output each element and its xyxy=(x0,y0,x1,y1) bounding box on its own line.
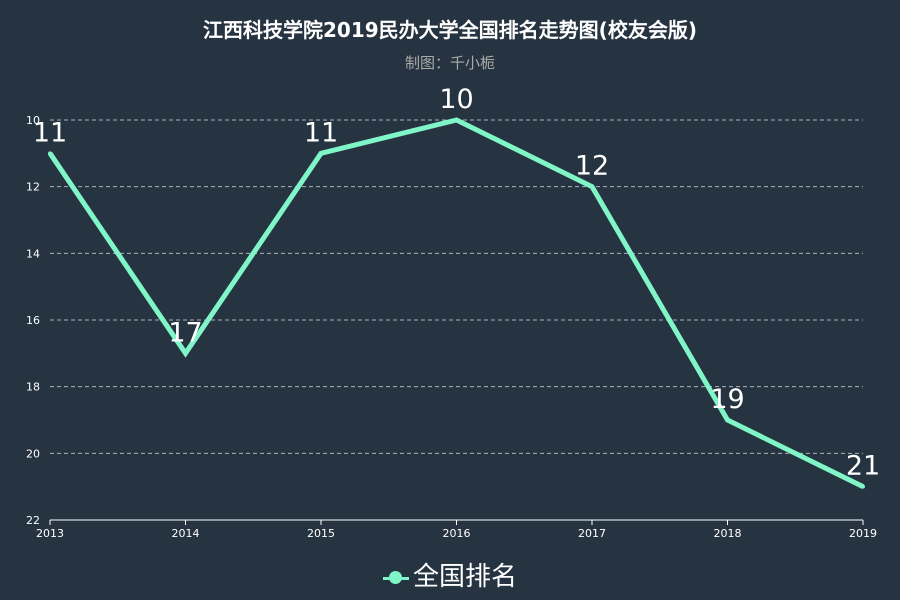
y-tick-label: 20 xyxy=(26,447,40,460)
x-tick-label: 2014 xyxy=(172,527,200,540)
series-line xyxy=(47,117,865,489)
y-tick-label: 14 xyxy=(26,247,40,260)
x-tick-label: 2016 xyxy=(443,527,471,540)
data-label: 12 xyxy=(575,151,609,182)
legend[interactable]: 全国排名 xyxy=(0,556,900,593)
y-tick-label: 12 xyxy=(26,181,40,194)
y-tick-label: 16 xyxy=(26,314,40,327)
x-tick-label: 2019 xyxy=(849,527,877,540)
data-point xyxy=(319,151,323,156)
data-label: 10 xyxy=(439,84,473,115)
data-label: 11 xyxy=(304,117,338,148)
x-tick-label: 2013 xyxy=(36,527,64,540)
series-group xyxy=(47,117,865,489)
data-point xyxy=(861,484,865,489)
data-point xyxy=(454,118,459,122)
data-label: 17 xyxy=(168,317,202,348)
data-label: 21 xyxy=(846,451,880,482)
y-tick-label: 18 xyxy=(26,381,40,394)
data-point xyxy=(725,418,730,422)
data-labels: 11 17 11 10 12 19 21 xyxy=(33,84,880,482)
y-tick-label: 10 xyxy=(26,114,40,127)
data-point xyxy=(183,351,188,356)
data-point xyxy=(590,184,594,189)
legend-marker-icon xyxy=(382,570,409,585)
chart-title: 江西科技学院2019民办大学全国排名走势图(校友会版) xyxy=(203,18,697,42)
y-tick-label: 22 xyxy=(26,514,40,527)
x-tick-label: 2015 xyxy=(307,527,335,540)
x-tick-label: 2017 xyxy=(578,527,606,540)
chart-subtitle: 制图：千小栀 xyxy=(404,54,495,72)
data-label: 19 xyxy=(710,384,744,415)
data-label: 11 xyxy=(33,117,67,148)
legend-label: 全国排名 xyxy=(412,562,517,592)
data-point xyxy=(48,151,52,156)
x-tick-label: 2018 xyxy=(714,527,742,540)
